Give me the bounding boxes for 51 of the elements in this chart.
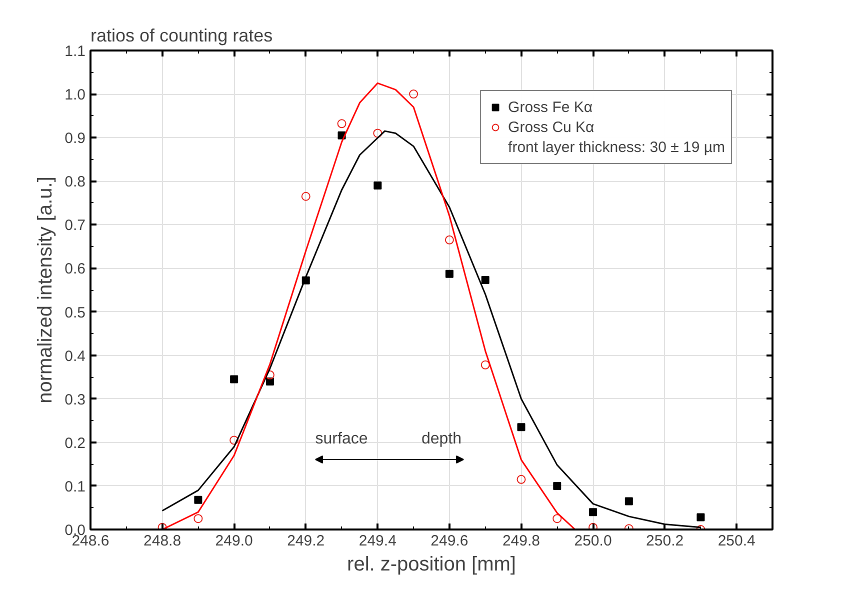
y-tick-label: 0.9 (64, 130, 86, 148)
chart-title: ratios of counting rates (90, 26, 273, 46)
point (374, 181, 382, 190)
y-axis-title: normalized intensity [a.u.] (34, 176, 57, 404)
y-tick-label: 1.1 (64, 43, 86, 60)
x-tick-label: 249.4 (358, 532, 396, 550)
point (230, 375, 238, 384)
y-tick-label: 0.8 (64, 174, 86, 191)
point (194, 514, 203, 524)
y-tick-label: 0.7 (64, 217, 86, 234)
legend-label: Gross Fe Kα (508, 98, 593, 116)
x-tick-label: 250.2 (646, 532, 684, 550)
point (194, 496, 202, 504)
y-tick-label: 0.6 (64, 260, 86, 278)
point (589, 508, 598, 516)
annotation: depth (421, 430, 462, 448)
y-tick-label: 0.4 (64, 348, 86, 365)
point (552, 514, 562, 524)
x-tick-label: 249.0 (215, 532, 253, 550)
x-tick-label: 249.6 (430, 532, 468, 550)
point (373, 128, 382, 138)
point (409, 90, 418, 99)
point (444, 235, 454, 244)
point (516, 474, 526, 484)
x-tick-label: 248.8 (144, 532, 182, 550)
y-tick-label: 0.3 (64, 391, 86, 408)
y-tick-label: 0.2 (64, 434, 86, 452)
point (158, 522, 167, 530)
point (624, 497, 633, 506)
point (301, 192, 310, 201)
point (481, 276, 490, 284)
annotation: front layer thickness: 30 ± 19 µm (508, 138, 725, 156)
x-tick-label: 249.2 (287, 532, 325, 550)
x-tick-label: 249.8 (502, 532, 540, 550)
point (517, 423, 526, 432)
y-tick-label: 0.1 (64, 478, 86, 496)
legend-label: Gross Cu Kα (508, 118, 594, 136)
point (480, 360, 490, 370)
x-tick-label: 250.0 (574, 532, 612, 550)
point (588, 522, 598, 530)
point (337, 119, 346, 128)
annotation: surface (315, 430, 368, 448)
point (696, 513, 705, 522)
x-axis-title: rel. z-position [mm] (347, 554, 516, 576)
point (230, 436, 239, 445)
x-tick-label: 250.4 (718, 532, 756, 550)
line-series (162, 82, 576, 530)
point (445, 270, 454, 278)
y-tick-label: 1.0 (64, 86, 86, 104)
point (553, 482, 562, 490)
y-tick-label: 0.5 (64, 304, 86, 322)
